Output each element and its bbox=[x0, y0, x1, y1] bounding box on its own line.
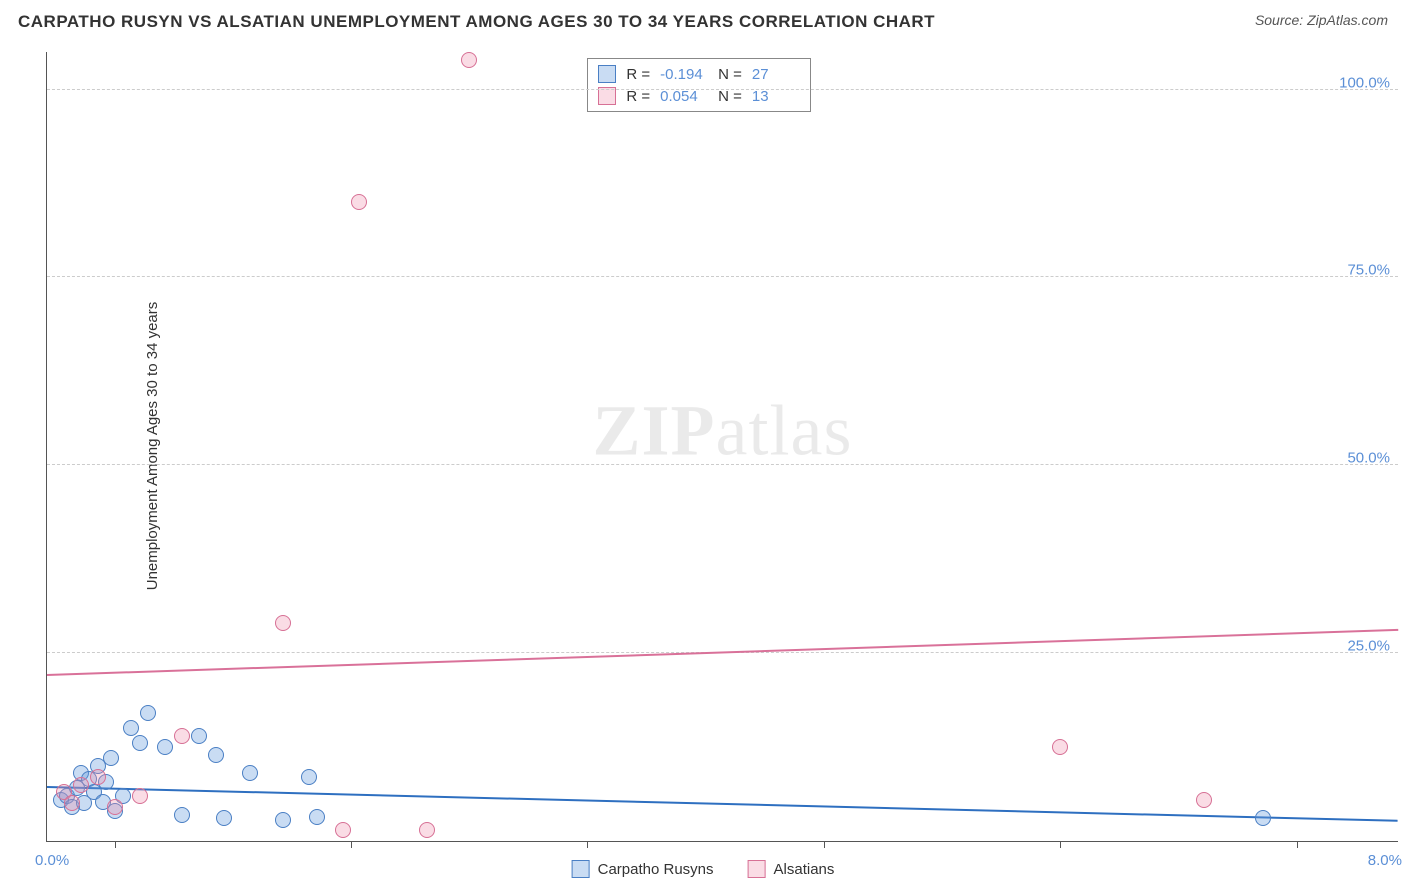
x-tick bbox=[351, 841, 352, 848]
scatter-point bbox=[216, 810, 232, 826]
gridline bbox=[47, 464, 1398, 465]
scatter-point bbox=[90, 769, 106, 785]
x-tick bbox=[1297, 841, 1298, 848]
scatter-point bbox=[132, 788, 148, 804]
series-swatch bbox=[598, 65, 616, 83]
stats-n-value: 13 bbox=[752, 88, 800, 105]
y-tick-label: 50.0% bbox=[1347, 450, 1390, 467]
scatter-point bbox=[275, 812, 291, 828]
scatter-point bbox=[461, 52, 477, 68]
scatter-point bbox=[107, 799, 123, 815]
scatter-point bbox=[419, 822, 435, 838]
y-tick-label: 75.0% bbox=[1347, 262, 1390, 279]
legend-swatch bbox=[572, 860, 590, 878]
chart-header: CARPATHO RUSYN VS ALSATIAN UNEMPLOYMENT … bbox=[0, 0, 1406, 40]
gridline bbox=[47, 89, 1398, 90]
stats-n-label: N = bbox=[718, 66, 742, 83]
x-tick bbox=[824, 841, 825, 848]
x-tick bbox=[1060, 841, 1061, 848]
x-axis-min-label: 0.0% bbox=[35, 852, 69, 869]
scatter-point bbox=[1052, 739, 1068, 755]
scatter-point bbox=[351, 194, 367, 210]
chart-area: ZIPatlas R = -0.194 N = 27 R = 0.054 N = 13 0.0… bbox=[46, 52, 1398, 842]
legend-swatch bbox=[748, 860, 766, 878]
scatter-point bbox=[140, 705, 156, 721]
legend-item: Alsatians bbox=[748, 860, 835, 878]
trend-line bbox=[47, 786, 1398, 822]
watermark-prefix: ZIP bbox=[593, 390, 716, 470]
y-tick-label: 25.0% bbox=[1347, 638, 1390, 655]
scatter-point bbox=[309, 809, 325, 825]
scatter-point bbox=[73, 777, 89, 793]
scatter-point bbox=[335, 822, 351, 838]
legend-item: Carpatho Rusyns bbox=[572, 860, 714, 878]
scatter-point bbox=[1196, 792, 1212, 808]
stats-n-label: N = bbox=[718, 88, 742, 105]
scatter-point bbox=[123, 720, 139, 736]
scatter-point bbox=[132, 735, 148, 751]
chart-source: Source: ZipAtlas.com bbox=[1255, 12, 1388, 28]
scatter-point bbox=[103, 750, 119, 766]
scatter-point bbox=[157, 739, 173, 755]
scatter-point bbox=[64, 795, 80, 811]
scatter-point bbox=[174, 807, 190, 823]
watermark: ZIPatlas bbox=[593, 389, 853, 472]
y-tick-label: 100.0% bbox=[1339, 74, 1390, 91]
legend-label: Alsatians bbox=[774, 861, 835, 878]
series-legend: Carpatho Rusyns Alsatians bbox=[572, 860, 835, 878]
scatter-point bbox=[208, 747, 224, 763]
legend-label: Carpatho Rusyns bbox=[598, 861, 714, 878]
scatter-point bbox=[1255, 810, 1271, 826]
gridline bbox=[47, 276, 1398, 277]
scatter-point bbox=[174, 728, 190, 744]
series-swatch bbox=[598, 87, 616, 105]
chart-title: CARPATHO RUSYN VS ALSATIAN UNEMPLOYMENT … bbox=[18, 12, 935, 32]
scatter-point bbox=[275, 615, 291, 631]
watermark-suffix: atlas bbox=[716, 390, 853, 470]
stats-r-value: -0.194 bbox=[660, 66, 708, 83]
scatter-point bbox=[191, 728, 207, 744]
stats-r-label: R = bbox=[626, 88, 650, 105]
stats-legend: R = -0.194 N = 27 R = 0.054 N = 13 bbox=[587, 58, 811, 112]
stats-r-value: 0.054 bbox=[660, 88, 708, 105]
stats-row: R = -0.194 N = 27 bbox=[598, 63, 800, 85]
x-tick bbox=[115, 841, 116, 848]
scatter-point bbox=[301, 769, 317, 785]
x-axis-max-label: 8.0% bbox=[1368, 852, 1402, 869]
stats-n-value: 27 bbox=[752, 66, 800, 83]
scatter-point bbox=[242, 765, 258, 781]
stats-r-label: R = bbox=[626, 66, 650, 83]
x-tick bbox=[587, 841, 588, 848]
